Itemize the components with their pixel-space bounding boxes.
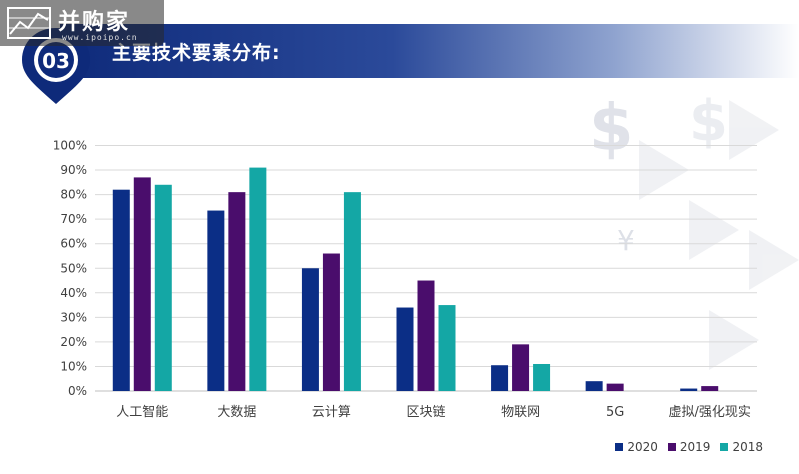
- y-tick-label: 0%: [68, 384, 87, 398]
- dollar-icon: $: [589, 92, 634, 166]
- bar-2019: [606, 383, 624, 391]
- bar-2020: [680, 388, 698, 391]
- bar-2020: [301, 268, 319, 391]
- bar-2019: [322, 253, 340, 391]
- legend-item-2020: 2020: [615, 440, 658, 454]
- legend-item-2019: 2019: [667, 440, 711, 454]
- watermark-brand: 并购家: [58, 10, 131, 35]
- y-tick-label: 30%: [60, 310, 87, 324]
- bar-2020: [112, 189, 130, 391]
- currency-decoration: $ € ¥ $: [589, 89, 799, 370]
- bar-2019: [417, 280, 435, 391]
- y-tick-label: 50%: [60, 261, 87, 275]
- y-tick-label: 80%: [60, 188, 87, 202]
- legend-item-2018: 2018: [720, 440, 763, 454]
- watermark: 并购家 www.ipoipo.cn: [0, 0, 164, 46]
- y-tick-label: 100%: [53, 139, 87, 153]
- legend-swatch-2019: [667, 443, 676, 451]
- bar-2020: [207, 210, 225, 391]
- legend-label-2020: 2020: [627, 440, 658, 454]
- bar-2020: [585, 381, 603, 391]
- bar-2018: [154, 184, 172, 391]
- legend-label-2019: 2019: [679, 440, 711, 454]
- y-tick-label: 10%: [60, 359, 87, 373]
- bar-2018: [249, 167, 267, 391]
- bar-2019: [512, 344, 530, 391]
- y-tick-label: 20%: [60, 335, 87, 349]
- yen-icon: ¥: [617, 224, 635, 257]
- bar-2018: [438, 305, 456, 391]
- y-tick-label: 40%: [60, 286, 87, 300]
- bar-2020: [491, 365, 509, 391]
- chart-legend: 2020 2019 2018: [615, 440, 763, 454]
- bar-2018: [343, 192, 361, 391]
- bar-2019: [133, 177, 151, 391]
- legend-swatch-2018: [720, 443, 729, 451]
- x-tick-label: 人工智能: [116, 405, 168, 420]
- x-tick-label: 大数据: [217, 405, 256, 420]
- bar-2019: [701, 386, 719, 391]
- watermark-logo-icon: [7, 7, 51, 39]
- x-tick-label: 5G: [606, 405, 624, 420]
- x-tick-label: 物联网: [501, 405, 540, 420]
- bar-2019: [228, 192, 246, 391]
- dollar-icon-2: $: [689, 89, 728, 154]
- x-tick-label: 区块链: [406, 405, 445, 420]
- legend-label-2018: 2018: [732, 440, 763, 454]
- x-tick-label: 虚拟/强化现实: [669, 405, 751, 420]
- y-tick-label: 90%: [60, 163, 87, 177]
- bar-2020: [396, 307, 414, 391]
- svg-text:03: 03: [42, 49, 70, 73]
- y-tick-label: 60%: [60, 237, 87, 251]
- title-banner: [60, 24, 799, 78]
- watermark-url: www.ipoipo.cn: [62, 33, 138, 42]
- location-pin-icon: 03: [22, 28, 90, 104]
- bar-chart: 0% 10% 20% 30% 40% 50% 60% 70% 80% 90% 100% 人工智能 大数据…: [53, 139, 757, 420]
- legend-swatch-2020: [615, 443, 624, 451]
- bar-2018: [533, 363, 551, 391]
- x-tick-label: 云计算: [312, 405, 351, 420]
- page-title: 主要技术要素分布:: [112, 42, 281, 64]
- y-tick-label: 70%: [60, 212, 87, 226]
